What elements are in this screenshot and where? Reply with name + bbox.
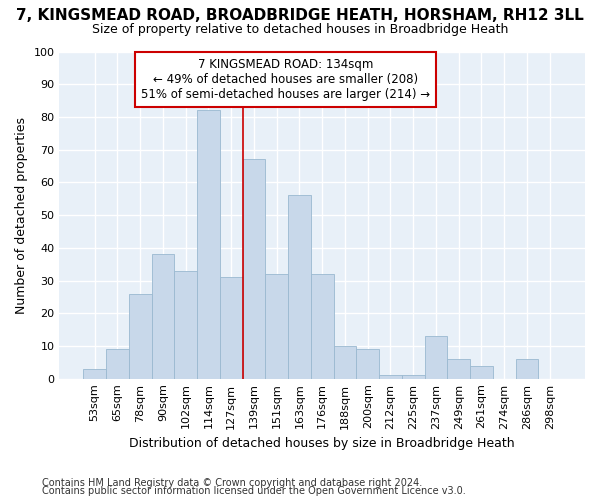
Text: Size of property relative to detached houses in Broadbridge Heath: Size of property relative to detached ho… [92,22,508,36]
Bar [220,278,242,378]
Bar [448,359,470,378]
X-axis label: Distribution of detached houses by size in Broadbridge Heath: Distribution of detached houses by size … [130,437,515,450]
Text: 7, KINGSMEAD ROAD, BROADBRIDGE HEATH, HORSHAM, RH12 3LL: 7, KINGSMEAD ROAD, BROADBRIDGE HEATH, HO… [16,8,584,22]
Bar [242,160,265,378]
Bar [515,359,538,378]
Text: 7 KINGSMEAD ROAD: 134sqm
← 49% of detached houses are smaller (208)
51% of semi-: 7 KINGSMEAD ROAD: 134sqm ← 49% of detach… [141,58,430,101]
Bar [311,274,334,378]
Bar [288,196,311,378]
Bar [402,376,425,378]
Bar [152,254,175,378]
Bar [425,336,448,378]
Y-axis label: Number of detached properties: Number of detached properties [15,116,28,314]
Bar [470,366,493,378]
Bar [175,270,197,378]
Bar [197,110,220,378]
Bar [106,349,129,378]
Text: Contains public sector information licensed under the Open Government Licence v3: Contains public sector information licen… [42,486,466,496]
Bar [334,346,356,378]
Bar [379,376,402,378]
Text: Contains HM Land Registry data © Crown copyright and database right 2024.: Contains HM Land Registry data © Crown c… [42,478,422,488]
Bar [83,369,106,378]
Bar [356,349,379,378]
Bar [265,274,288,378]
Bar [129,294,152,378]
